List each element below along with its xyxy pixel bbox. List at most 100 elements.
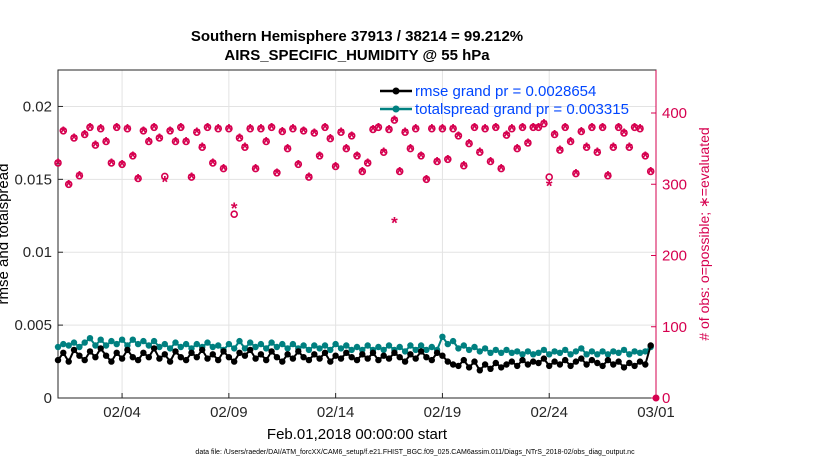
obs-evaluated-point: * [578,124,585,143]
totalspread-point [327,346,334,354]
rmse-point [321,349,329,356]
obs-evaluated-point: * [503,127,510,146]
y-tick-label: 0.01 [23,244,52,261]
obs-possible-point [566,137,575,146]
obs-evaluated-point: * [316,148,323,167]
obs-evaluated-point: * [535,119,542,138]
obs-possible-point [198,143,206,151]
rmse-point [604,356,612,364]
obs-possible-point [646,167,655,176]
obs-possible-point [433,157,441,166]
obs-possible-point [139,127,148,135]
rmse-point [460,356,467,364]
obs-evaluated-point: * [391,213,398,232]
obs-possible-point [246,124,254,133]
totalspread-point [460,342,467,349]
totalspread-point [252,343,259,351]
data-file-footer: data file: /Users/raeder/DAI/ATM_forcXX/… [195,449,635,456]
rmse-point [353,356,361,364]
rmse-point [172,348,179,355]
obs-evaluated-point: * [471,119,478,138]
obs-evaluated-point: * [231,199,238,218]
rmse-point [449,361,457,368]
obs-possible-point [406,144,415,153]
obs-evaluated-point: * [514,141,521,160]
obs-possible-point [289,124,297,133]
obs-evaluated-point: * [626,139,633,158]
rmse-point [337,355,345,362]
rmse-point [118,355,126,362]
obs-evaluated-point: * [135,171,142,190]
rmse-point [129,354,136,361]
y2-tick-label: 100 [662,319,687,336]
obs-evaluated-point: * [81,126,88,145]
obs-evaluated-point: * [530,119,537,138]
rmse-point [647,342,654,349]
rmse-point [369,349,377,356]
rmse-point [588,356,596,364]
rmse-point [476,367,483,374]
totalspread-point [610,348,617,355]
rmse-point [188,349,195,356]
obs-possible-point [331,162,340,171]
totalspread-point [551,348,558,355]
totalspread-point [337,345,345,352]
totalspread-point [535,349,542,356]
obs-evaluated-point: * [407,141,414,160]
obs-possible-point [379,148,388,156]
totalspread-point [321,342,329,349]
obs-evaluated-point: * [177,119,184,138]
obs-possible-point [225,124,233,133]
obs-possible-point [70,134,78,142]
rmse-point [396,354,403,361]
y-tick-label: 0.02 [23,98,52,115]
obs-possible-point [235,134,244,142]
rmse-point [551,358,558,365]
rmse-point [631,362,638,370]
obs-possible-point [502,131,511,139]
rmse-point [81,356,88,364]
obs-evaluated-point: * [252,161,259,180]
obs-evaluated-point: * [370,121,377,140]
x-axis-label: Feb.01,2018 00:00:00 start [266,426,448,443]
obs-possible-point [417,152,425,160]
obs-possible-point [129,152,137,160]
totalspread-point [519,351,526,358]
rmse-point [145,354,152,361]
obs-possible-point [513,144,522,153]
obs-possible-point [534,123,543,132]
rmse-point [626,359,633,367]
rmse-point [391,349,398,356]
totalspread-point [498,349,505,356]
totalspread-point [514,348,521,355]
obs-possible-point [427,124,436,133]
rmse-point [455,362,462,370]
totalspread-point [263,345,270,352]
rmse-point [70,346,78,354]
obs-possible-point [641,152,650,160]
obs-possible-point [374,123,383,132]
totalspread-point [594,351,601,358]
obs-evaluated-point: * [642,148,649,167]
obs-possible-point [422,175,431,184]
y-ticks-right: 0 100 200 300 400 [651,70,687,407]
obs-evaluated-point: * [55,155,62,174]
totalspread-point [492,346,499,354]
obs-evaluated-point: * [460,158,467,177]
obs-evaluated-point: * [65,176,72,195]
rmse-point [343,349,350,356]
obs-possible-point [230,210,238,218]
chart-subtitle: AIRS_SPECIFIC_HUMIDITY @ 55 hPa [224,47,490,64]
totalspread-point [572,348,580,355]
totalspread-point [556,349,564,356]
rmse-point [252,355,259,362]
rmse-point [481,361,489,368]
obs-evaluated-point: * [215,121,222,140]
obs-evaluated-point: * [637,121,644,140]
obs-possible-point [305,173,313,181]
x-ticks: 02/04 02/09 02/14 02/19 02/24 03/01 [103,393,675,421]
obs-possible-point [187,173,196,181]
obs-evaluated-point: * [290,121,297,140]
obs-possible-point [491,123,500,132]
